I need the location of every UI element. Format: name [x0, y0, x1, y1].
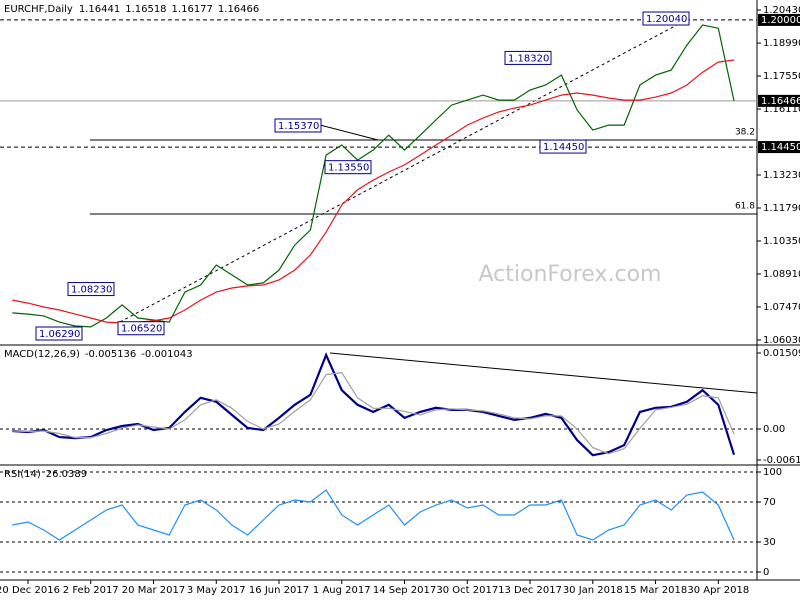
- level-box: [758, 13, 800, 26]
- macd-trend-line: [329, 352, 758, 394]
- x-tick-label: 14 Sep 2017: [373, 585, 436, 596]
- annotation-label: 1.20040: [646, 14, 687, 25]
- y-tick-label: 100: [763, 467, 782, 478]
- rsi-header: RSI(14) 26.0389: [4, 469, 87, 480]
- annotation-box: [324, 160, 372, 175]
- annotation-box: [117, 321, 165, 336]
- fib-label: 61.8: [735, 201, 755, 211]
- level-box: [758, 141, 800, 154]
- y-tick-label: 1.20430: [763, 5, 800, 16]
- annotation-label: 1.15370: [278, 121, 319, 132]
- level-label: 1.14450: [761, 142, 800, 153]
- annotation-box: [642, 11, 690, 26]
- level-label: 1.16466: [761, 96, 800, 107]
- x-tick-label: 2 Feb 2017: [63, 585, 119, 596]
- series-line: [12, 352, 736, 457]
- annotation-box: [539, 139, 587, 154]
- y-tick-label: 1.11790: [763, 203, 800, 214]
- macd-value: -0.005136: [85, 349, 136, 360]
- low: 1.16177: [172, 4, 213, 15]
- x-tick-label: 3 May 2017: [187, 585, 246, 596]
- rsi-value: 26.0389: [46, 469, 87, 480]
- y-tick-label: 70: [763, 497, 776, 508]
- annotation-box: [35, 326, 83, 341]
- level-box: [758, 94, 800, 107]
- rsi-title: RSI(14): [4, 469, 41, 480]
- trend-line: [319, 124, 379, 141]
- y-tick-label: 1.07470: [763, 302, 800, 313]
- close: 1.16466: [218, 4, 259, 15]
- annotation-box: [274, 118, 322, 133]
- annotation-label: 1.06520: [121, 324, 162, 335]
- price-header: EURCHF,Daily 1.16441 1.16518 1.16177 1.16466: [4, 4, 259, 15]
- annotation-label: 1.18320: [508, 53, 549, 64]
- y-tick-label: 1.16110: [763, 104, 800, 115]
- y-tick-label: -0.006163: [763, 455, 800, 466]
- x-tick-label: 15 Mar 2018: [624, 585, 687, 596]
- y-tick-label: 30: [763, 537, 776, 548]
- annotation-box: [504, 50, 552, 65]
- x-tick-label: 20 Dec 2016: [0, 585, 60, 596]
- x-tick-label: 13 Dec 2017: [498, 585, 562, 596]
- y-tick-label: 1.17550: [763, 71, 800, 82]
- series-line: [12, 24, 735, 328]
- y-tick-label: 1.06030: [763, 335, 800, 346]
- annotation-box: [67, 282, 115, 297]
- high: 1.16518: [125, 4, 166, 15]
- macd-header: MACD(12,26,9) -0.005136 -0.001043: [4, 349, 193, 360]
- annotation-label: 1.14450: [543, 142, 584, 153]
- y-tick-label: 1.10350: [763, 236, 800, 247]
- annotation-label: 1.06290: [39, 329, 80, 340]
- macd-title: MACD(12,26,9): [4, 349, 80, 360]
- open: 1.16441: [79, 4, 120, 15]
- y-tick-label: 0: [763, 567, 769, 578]
- level-label: 1.20000: [761, 15, 800, 26]
- y-tick-label: 0.015092: [763, 348, 800, 359]
- x-tick-label: 20 Mar 2017: [122, 585, 185, 596]
- y-tick-label: 1.18990: [763, 38, 800, 49]
- x-tick-label: 30 Oct 2017: [436, 585, 498, 596]
- signal-value: -0.001043: [141, 349, 192, 360]
- y-tick-label: 1.13230: [763, 170, 800, 181]
- fib-label: 38.2: [735, 127, 755, 137]
- x-tick-label: 1 Aug 2017: [313, 585, 371, 596]
- frame: [0, 0, 800, 581]
- y-tick-label: 0.00: [763, 424, 785, 435]
- annotation-label: 1.08230: [71, 285, 112, 296]
- series-line: [12, 489, 735, 541]
- x-tick-label: 30 Apr 2018: [687, 585, 749, 596]
- series-line: [12, 371, 735, 455]
- y-tick-label: 1.08910: [763, 269, 800, 280]
- x-tick-label: 30 Jan 2018: [563, 585, 623, 596]
- watermark: ActionForex.com: [479, 262, 662, 287]
- annotation-label: 1.13550: [328, 163, 369, 174]
- symbol: EURCHF,Daily: [4, 4, 73, 15]
- x-tick-label: 16 Jun 2017: [249, 585, 309, 596]
